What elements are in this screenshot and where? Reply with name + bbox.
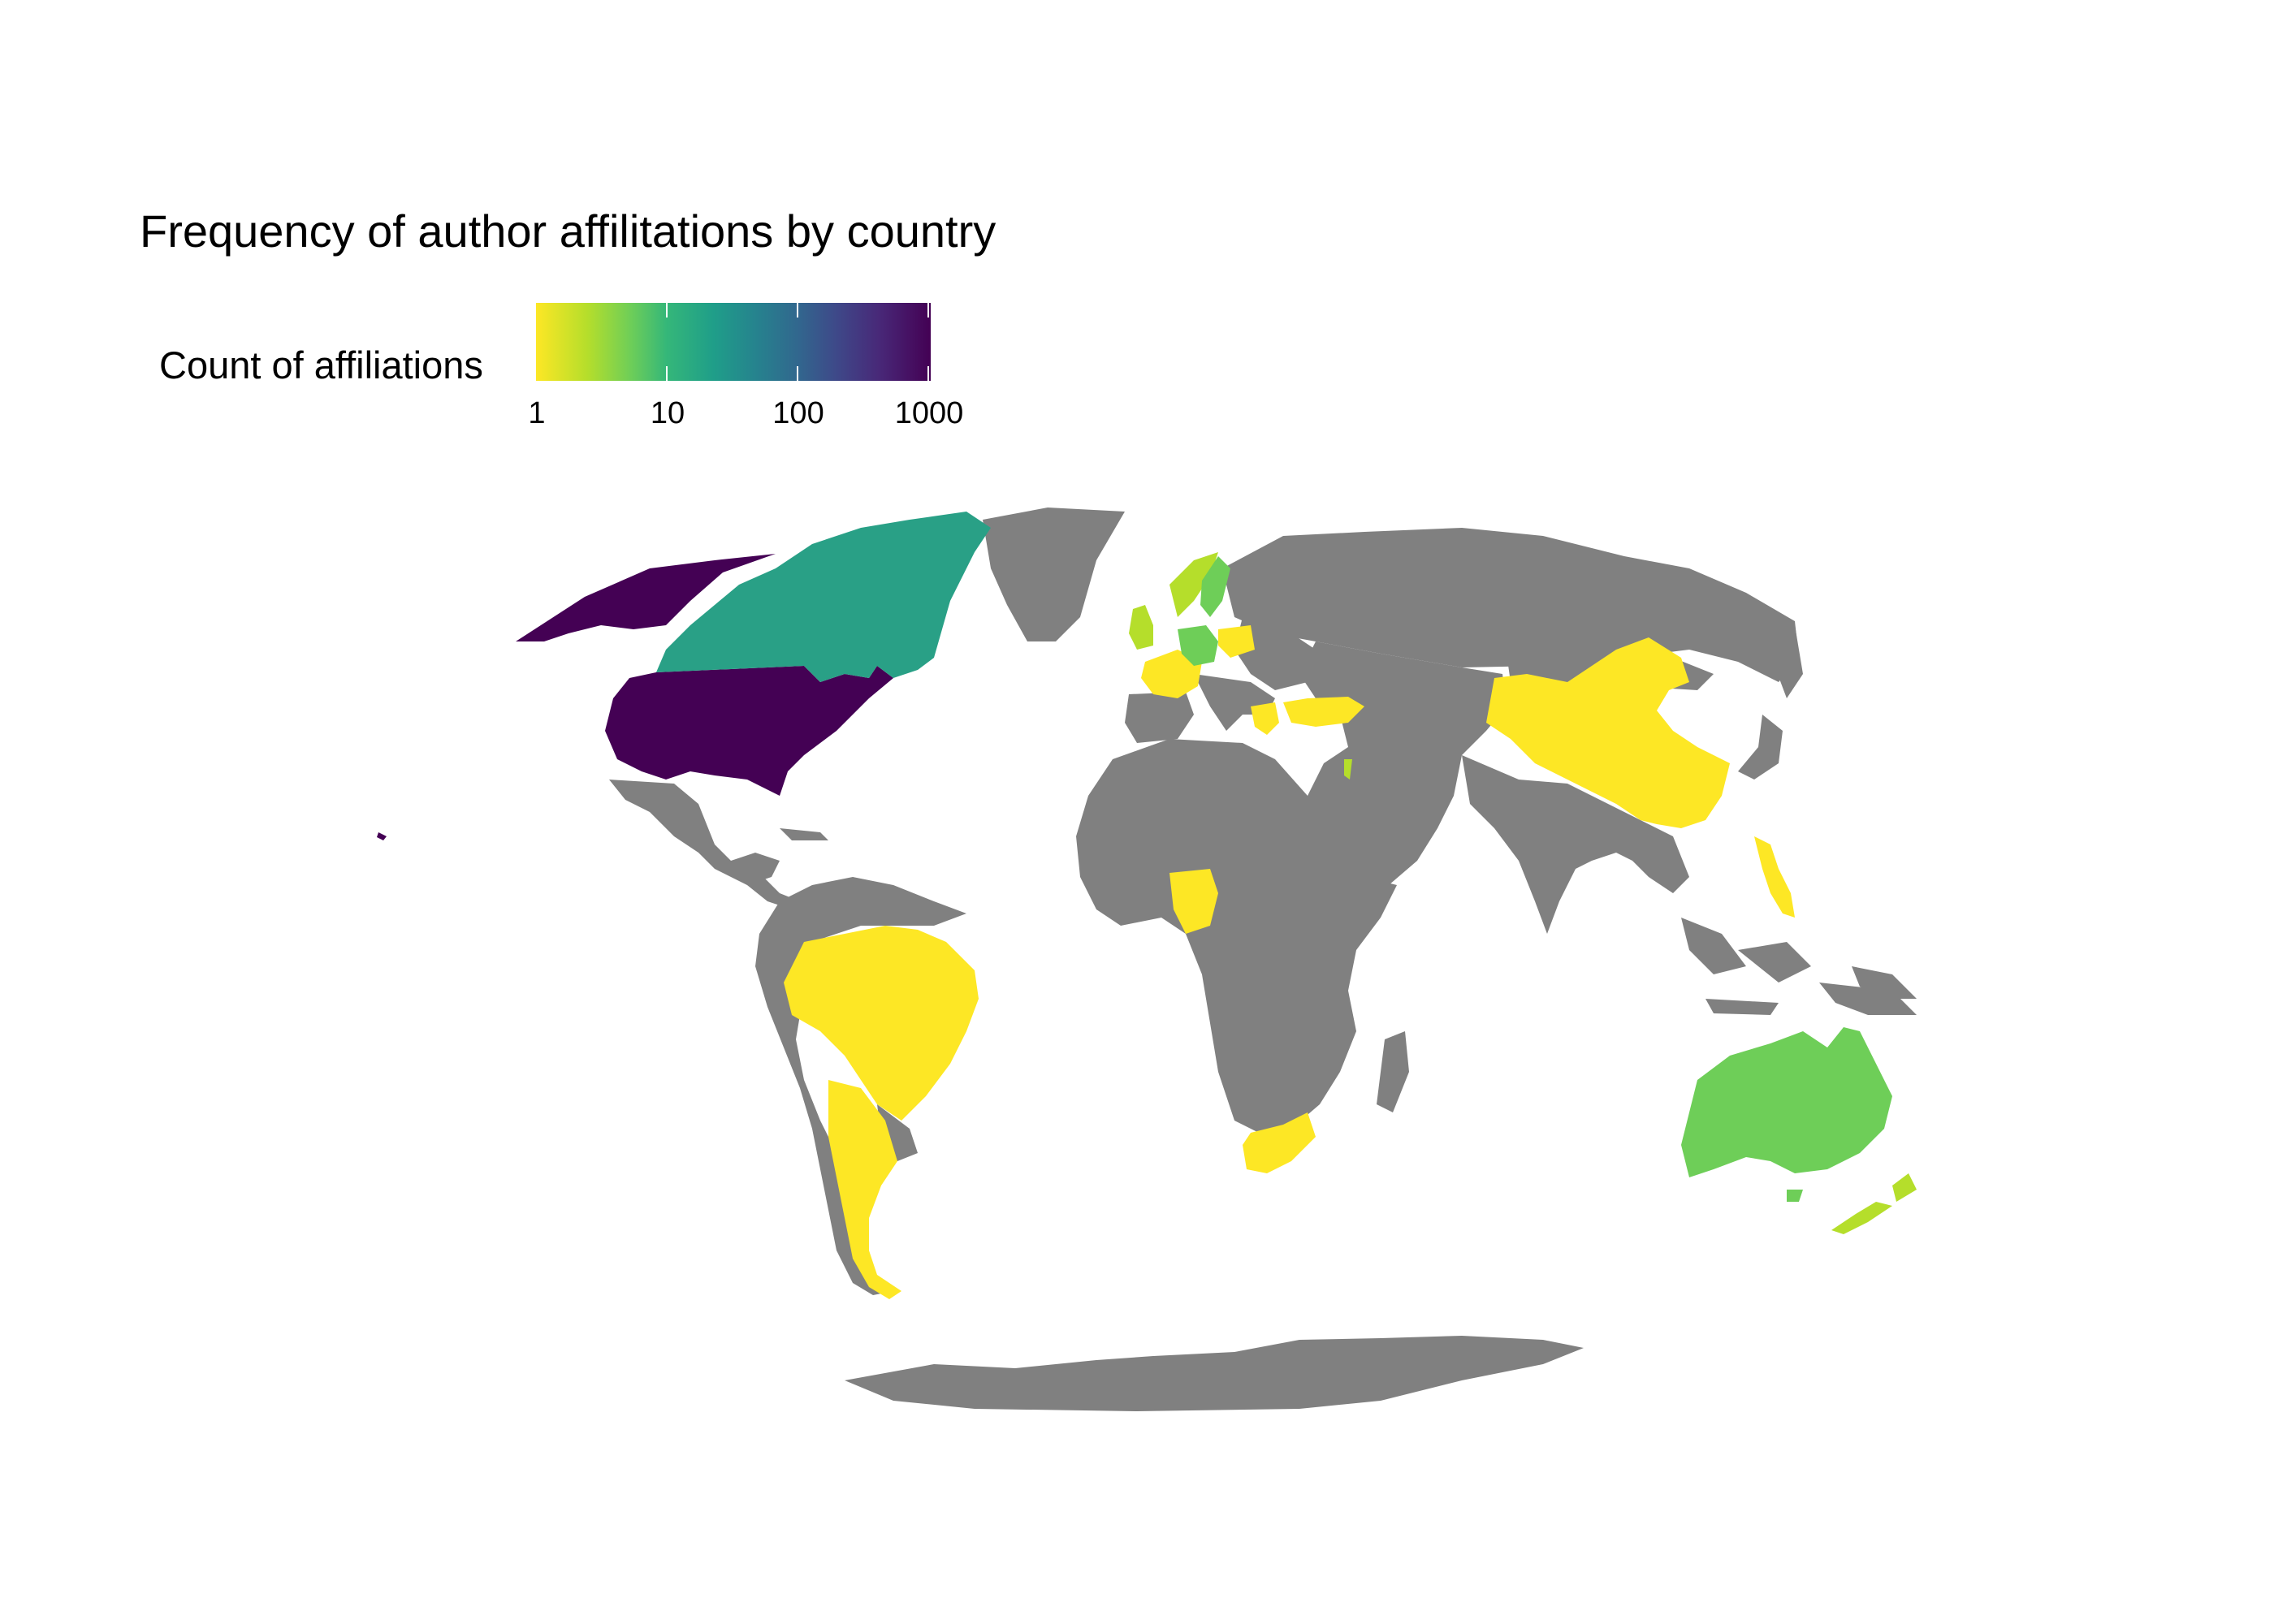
legend-title: Count of affiliations <box>159 343 483 387</box>
country-usa-hawaii <box>377 832 387 840</box>
iberia <box>1125 692 1194 743</box>
central-america <box>731 861 800 909</box>
legend-tick-mark <box>797 366 798 381</box>
country-philippines <box>1754 836 1795 918</box>
country-usa-alaska <box>516 554 776 641</box>
legend-tick-mark <box>666 303 668 317</box>
country-canada <box>656 512 991 682</box>
italy-balkans <box>1194 674 1275 731</box>
africa <box>1076 739 1397 1137</box>
eastern-europe <box>1234 617 1316 690</box>
legend-tick-label: 100 <box>772 396 824 430</box>
legend-tick-label: 1 <box>528 396 546 430</box>
greenland <box>983 508 1125 641</box>
legend-tick-mark <box>797 303 798 317</box>
india-seasia <box>1462 755 1689 934</box>
country-usa <box>605 666 893 796</box>
legend-tick-mark <box>666 366 668 381</box>
data-regions <box>377 512 1917 1299</box>
country-israel <box>1344 759 1352 780</box>
caribbean <box>780 828 828 840</box>
country-turkey <box>1283 697 1364 727</box>
country-uk <box>1129 605 1153 650</box>
legend-tick-label: 1000 <box>894 396 964 430</box>
country-greece <box>1251 702 1279 735</box>
country-south-africa <box>1243 1112 1316 1173</box>
country-argentina <box>828 1080 901 1299</box>
indonesia <box>1681 918 1917 1015</box>
japan <box>1738 715 1783 780</box>
madagascar <box>1377 1031 1409 1112</box>
country-france <box>1141 650 1202 698</box>
legend-colorbar <box>536 303 931 381</box>
country-sweden <box>1200 556 1230 617</box>
uruguay-paraguay <box>877 1104 918 1161</box>
country-australia <box>1681 1027 1892 1177</box>
country-new-zealand <box>1831 1173 1917 1234</box>
country-australia-tasmania <box>1787 1190 1803 1202</box>
mexico <box>609 780 780 885</box>
map-title: Frequency of author affilitations by cou… <box>140 205 996 257</box>
legend-tick-label: 10 <box>650 396 685 430</box>
south-america-north <box>853 877 966 926</box>
papua <box>1852 966 1917 999</box>
kamchatka <box>1762 617 1803 698</box>
antarctica <box>845 1336 1584 1411</box>
country-brazil <box>784 926 979 1121</box>
country-china <box>1486 637 1730 828</box>
legend-tick-mark <box>927 303 929 317</box>
legend-tick-mark <box>927 366 929 381</box>
country-nigeria <box>1169 869 1218 934</box>
country-poland <box>1218 625 1255 658</box>
country-norway <box>1169 552 1218 617</box>
country-germany <box>1178 625 1218 666</box>
